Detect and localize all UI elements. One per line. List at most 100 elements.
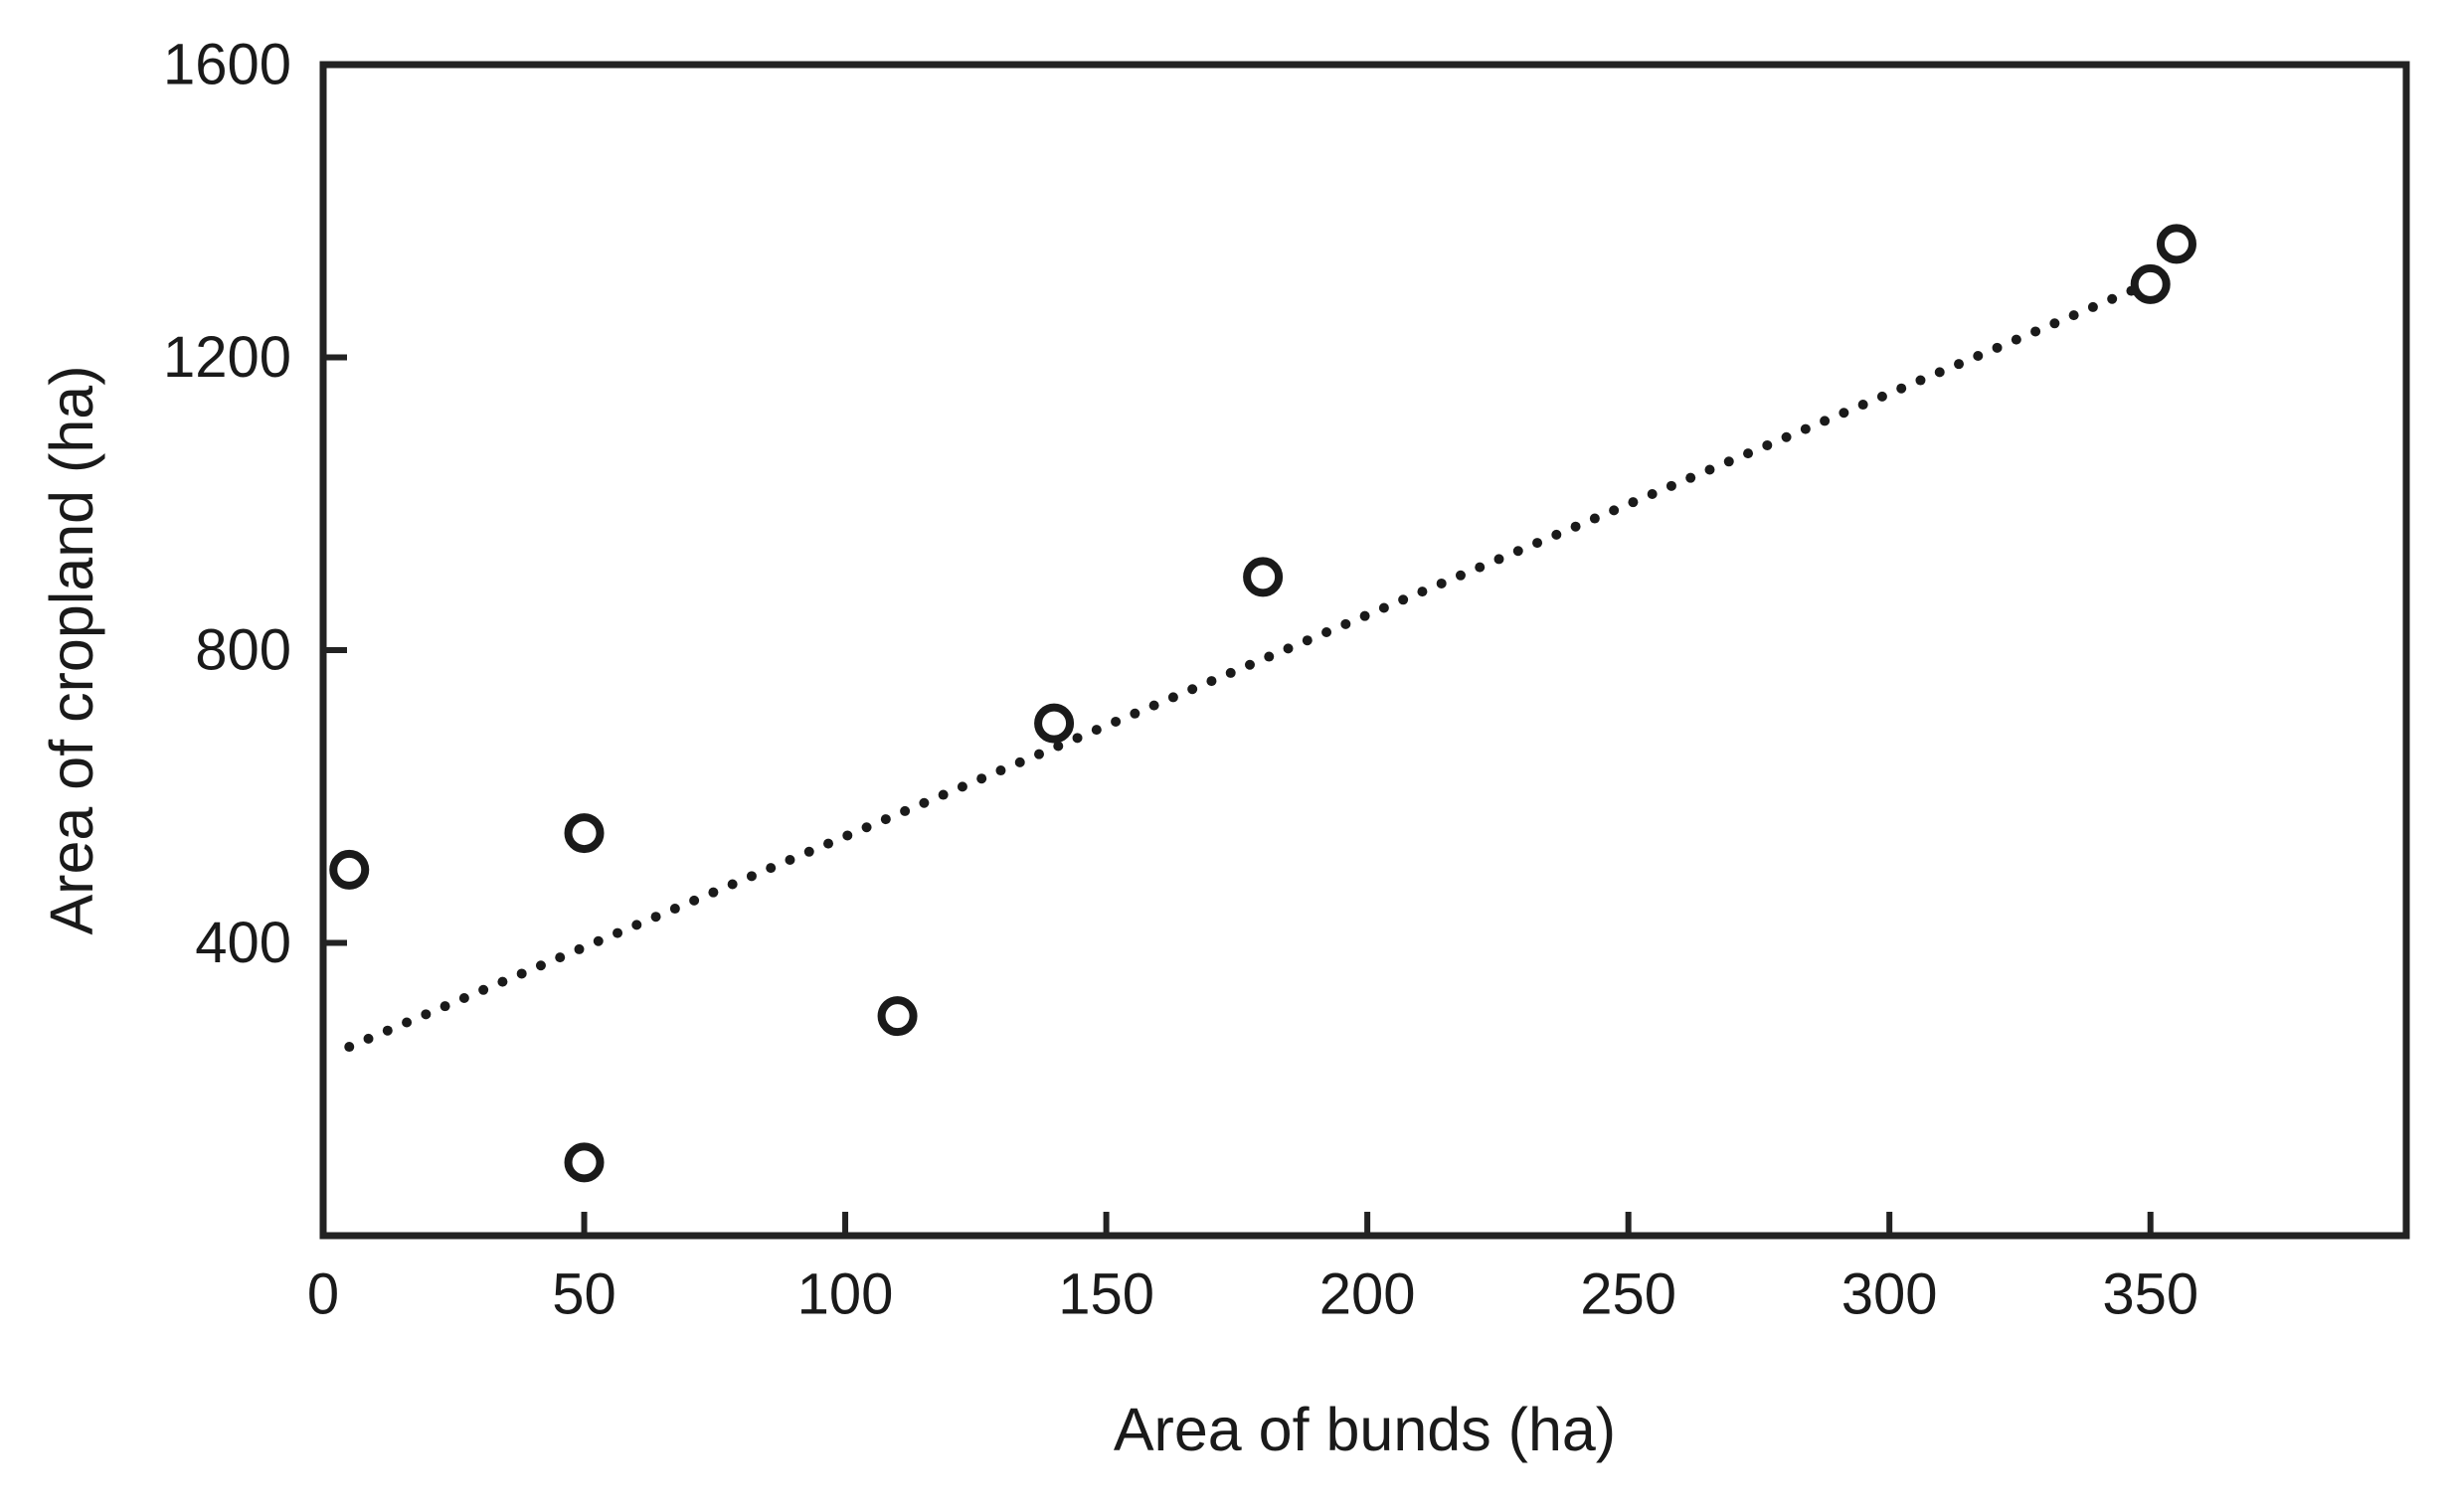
trendline-dot: [1896, 383, 1907, 394]
trendline-dot: [1244, 659, 1255, 670]
trendline-dot: [1704, 464, 1715, 475]
trendline-dot: [439, 1001, 450, 1012]
trendline-dot: [2068, 310, 2079, 321]
trendline-dot: [1857, 400, 1868, 411]
data-point: [1243, 557, 1284, 597]
trendline-dot: [516, 968, 527, 979]
trendline-dot: [2049, 318, 2060, 329]
data-point: [329, 849, 370, 890]
trendline-dot: [708, 887, 719, 898]
trendline-dot: [669, 904, 680, 915]
trendline-dot: [1359, 610, 1370, 621]
trendline-dot: [650, 912, 661, 923]
trendline-dot: [919, 797, 930, 808]
trendline-dot: [1723, 456, 1734, 467]
trendline-dot: [631, 920, 642, 930]
trendline-dot: [823, 838, 834, 849]
x-axis-tick-label: 150: [1058, 1262, 1154, 1327]
x-axis-tick-label: 300: [1841, 1262, 1938, 1327]
trendline-dot: [803, 846, 814, 857]
trendline-dot: [1225, 667, 1236, 678]
y-axis-tick-label: 1200: [163, 325, 291, 390]
trendline-dot: [957, 781, 967, 792]
trendline-dot: [574, 943, 585, 954]
trendline-dot: [1570, 521, 1581, 532]
data-point: [877, 996, 918, 1037]
x-axis-tick-label: 50: [552, 1262, 616, 1327]
trendline-dot: [746, 871, 757, 882]
trendline-dot: [1743, 448, 1754, 459]
trendline-dot: [785, 854, 795, 865]
trendline-dot: [382, 1025, 393, 1036]
x-axis-tick-label: 350: [2102, 1262, 2198, 1327]
trendline-dot: [1130, 708, 1140, 719]
trendline-dot: [1398, 594, 1409, 605]
trendline-dot: [1167, 692, 1178, 703]
trendline-dot: [689, 895, 700, 906]
trendline-dot: [842, 830, 853, 841]
data-point: [2130, 263, 2171, 304]
trendline-dot: [1839, 408, 1849, 419]
data-point: [1034, 703, 1075, 744]
trendline-dot: [1954, 359, 1965, 370]
trendline-dot: [1034, 749, 1045, 759]
trendline-dot: [1493, 554, 1504, 565]
trendline-dot: [1820, 416, 1831, 426]
y-axis-tick-label: 400: [195, 911, 291, 975]
trendline-dot: [1264, 651, 1275, 662]
trendline-dot: [593, 935, 604, 946]
trendline-dot: [1781, 431, 1792, 442]
trendline-dot: [1609, 505, 1620, 516]
trendline-dot: [1475, 562, 1486, 573]
trendline-dot: [1762, 439, 1773, 450]
trendline-dot: [2030, 326, 2041, 337]
plot-area-border: [319, 61, 2410, 1240]
trendline-dot: [976, 773, 987, 784]
trendline-dot: [900, 805, 911, 816]
trendline-dot: [344, 1042, 355, 1053]
trendline-dot: [1014, 756, 1025, 767]
x-axis-origin-label: 0: [307, 1262, 339, 1327]
x-axis-title: Area of bunds (ha): [1114, 1396, 1616, 1463]
trendline-dot: [1934, 367, 1945, 378]
trendline-dot: [1589, 513, 1600, 524]
trendline-dot: [1647, 489, 1658, 500]
trendline-dot: [938, 789, 949, 800]
trendline-dot: [497, 976, 508, 987]
trendline-dot: [1378, 602, 1389, 613]
trendline-dot: [1551, 529, 1562, 540]
trendline-dot: [1973, 350, 1984, 361]
trendline-dot: [1512, 546, 1523, 557]
trendline-dot: [1628, 497, 1639, 508]
trendline-dot: [421, 1009, 432, 1020]
trendline-dot: [478, 984, 489, 995]
trendline-dot: [613, 927, 623, 938]
trendline-dot: [1436, 578, 1447, 588]
trendline-dot: [727, 879, 738, 890]
trendline-dot: [1876, 391, 1887, 402]
trendline-dot: [1532, 538, 1543, 549]
trendline-dot: [1187, 684, 1198, 695]
trendline-dot: [1800, 423, 1811, 434]
trendline-dot: [1302, 635, 1313, 646]
trendline-dot: [1665, 480, 1676, 491]
trendline-dot: [1321, 627, 1332, 638]
x-axis-tick-label: 200: [1319, 1262, 1416, 1327]
trendline-dot: [1417, 587, 1428, 597]
trendline-dot: [1685, 472, 1696, 483]
trendline-dot: [861, 822, 872, 833]
trendline-dot: [1111, 716, 1122, 727]
trendline-dot: [1992, 342, 2003, 353]
x-axis-tick-label: 250: [1580, 1262, 1676, 1327]
trendline-dot: [766, 863, 777, 874]
trendline-dot: [535, 960, 546, 971]
data-point: [2156, 224, 2196, 264]
y-axis-title: Area of cropland (ha): [38, 365, 105, 934]
trendline-dot: [1340, 618, 1351, 629]
trendline-dot: [1072, 733, 1083, 744]
trendline-dot: [2107, 293, 2118, 304]
trendline-dot: [1283, 643, 1294, 654]
trendline-dot: [1148, 700, 1159, 711]
